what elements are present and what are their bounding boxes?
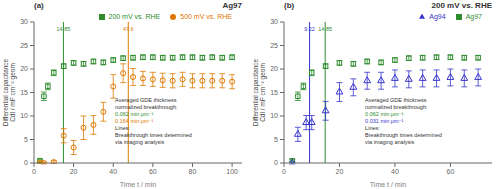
svg-text:14.85: 14.85	[57, 26, 71, 32]
svg-text:Time t / min: Time t / min	[120, 181, 156, 188]
svg-text:14.85: 14.85	[318, 26, 332, 32]
svg-text:via imaging analysis: via imaging analysis	[365, 139, 414, 145]
html-text:200 mV vs. RHE: 200 mV vs. RHE	[108, 13, 161, 20]
svg-text:60: 60	[149, 168, 157, 175]
svg-text:20: 20	[336, 168, 344, 175]
html-text:(b): (b)	[284, 1, 295, 10]
svg-text:40: 40	[109, 168, 117, 175]
svg-text:20: 20	[20, 65, 28, 72]
svg-text:10: 10	[20, 112, 28, 119]
svg-text:60: 60	[447, 168, 455, 175]
html-text:(a): (a)	[34, 1, 44, 10]
html-text:Ag94: Ag94	[429, 13, 446, 20]
svg-text:9.22: 9.22	[304, 26, 315, 32]
html-text:500 mV vs. RHE: 500 mV vs. RHE	[180, 13, 232, 20]
svg-text:0: 0	[32, 168, 36, 175]
svg-text:80: 80	[189, 168, 197, 175]
svg-text:Differential capacitanceCdl /: Differential capacitanceCdl / mF cm⁻² ge…	[252, 58, 267, 126]
svg-text:Breakthrough times determined: Breakthrough times determined	[115, 132, 192, 138]
svg-text:0.164 min μm⁻¹: 0.164 min μm⁻¹	[115, 118, 153, 124]
svg-text:20: 20	[270, 65, 278, 72]
svg-text:100: 100	[226, 168, 238, 175]
svg-text:Averaged GDE thickness: Averaged GDE thickness	[365, 97, 427, 103]
svg-text:25: 25	[20, 42, 28, 49]
svg-text:0: 0	[274, 159, 278, 166]
svg-text:0.031 min μm⁻¹: 0.031 min μm⁻¹	[365, 118, 403, 124]
svg-text:0: 0	[282, 168, 286, 175]
svg-text:Lines:: Lines:	[365, 125, 380, 131]
svg-text:30: 30	[270, 18, 278, 25]
svg-text:normalized breakthrough:: normalized breakthrough:	[115, 104, 178, 110]
svg-text:Lines:: Lines:	[115, 125, 130, 131]
svg-text:47.6: 47.6	[123, 26, 134, 32]
svg-text:0: 0	[24, 159, 28, 166]
html-text:200 mV vs. RHE: 200 mV vs. RHE	[431, 1, 492, 10]
html-text:Ag97: Ag97	[222, 1, 242, 10]
svg-text:30: 30	[20, 18, 28, 25]
svg-text:Breakthrough times determined: Breakthrough times determined	[365, 132, 442, 138]
svg-text:0.062 min μm⁻¹: 0.062 min μm⁻¹	[115, 111, 153, 117]
svg-text:5: 5	[274, 136, 278, 143]
svg-text:10: 10	[270, 112, 278, 119]
svg-text:Time t / min: Time t / min	[370, 181, 406, 188]
svg-text:Averaged GDE thickness: Averaged GDE thickness	[115, 97, 177, 103]
svg-text:via imaging analysis: via imaging analysis	[115, 139, 164, 145]
html-text:Ag97: Ag97	[465, 13, 482, 20]
svg-text:20: 20	[70, 168, 78, 175]
svg-text:5: 5	[24, 136, 28, 143]
svg-text:0.062 min μm⁻¹: 0.062 min μm⁻¹	[365, 111, 403, 117]
svg-text:Differential capacitanceCdl /: Differential capacitanceCdl / mF cm⁻² ge…	[8, 58, 17, 126]
svg-text:normalized breakthrough:: normalized breakthrough:	[365, 104, 428, 110]
svg-text:40: 40	[391, 168, 399, 175]
svg-text:25: 25	[270, 42, 278, 49]
svg-text:15: 15	[270, 89, 278, 96]
svg-text:15: 15	[20, 89, 28, 96]
